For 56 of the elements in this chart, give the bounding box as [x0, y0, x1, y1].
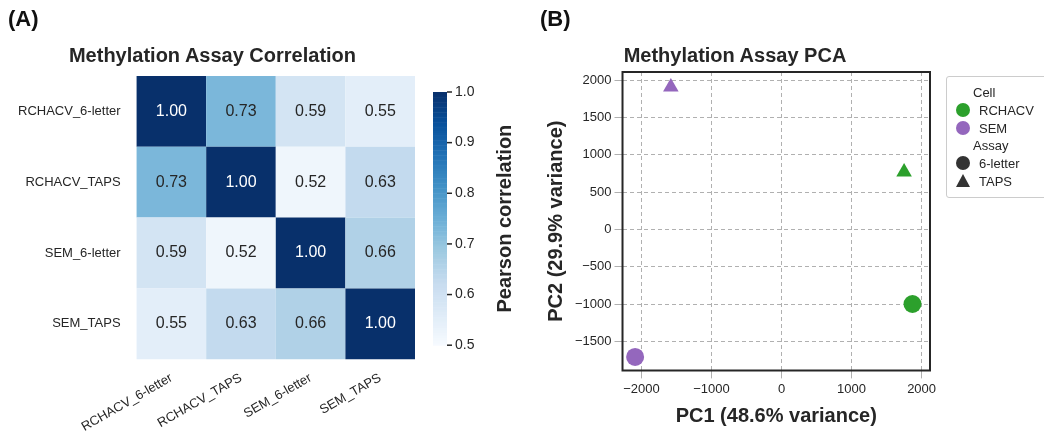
y-axis-title: PC2 (29.9% variance) [543, 120, 566, 322]
y-tick-label: SEM_TAPS [52, 315, 121, 331]
legend-label: 6-letter [979, 155, 1020, 171]
color-bar-label: 1.0 [455, 82, 475, 99]
y-tick-label: 500 [589, 183, 612, 199]
x-tick-label: 2000 [907, 380, 937, 396]
data-label: 0.55 [364, 101, 396, 119]
y-tick-label: 2000 [582, 71, 612, 87]
text: (B) [540, 6, 571, 32]
data-label: 0.63 [225, 314, 257, 332]
color-bar-label: 0.5 [455, 336, 475, 353]
y-tick-label: −500 [582, 258, 612, 274]
data-label: 1.00 [295, 243, 327, 261]
data-label: 1.00 [225, 172, 257, 190]
y-tick-label: RCHACV_TAPS [25, 173, 121, 189]
data-label: 0.73 [225, 101, 257, 119]
data-label: 0.59 [155, 243, 188, 261]
color-bar-label: 0.8 [455, 184, 475, 201]
x-tick-label: 1000 [837, 380, 867, 396]
text: Assay [973, 138, 1009, 153]
legend-label: TAPS [979, 173, 1012, 189]
text: (A) [8, 6, 39, 32]
data-label: 0.73 [155, 172, 188, 190]
y-tick-label: 1000 [582, 146, 612, 162]
data-label: 0.66 [295, 314, 327, 332]
y-tick-label: 1500 [582, 109, 612, 125]
text: Cell [973, 85, 996, 100]
y-tick-label: RCHACV_6-letter [17, 102, 122, 118]
point [903, 295, 922, 314]
data-label: 0.52 [225, 243, 257, 261]
data-label: 0.52 [295, 172, 327, 190]
color-bar-label: 0.6 [455, 285, 475, 302]
chart-title: Methylation Assay PCA [623, 43, 847, 66]
data-label: 0.59 [295, 101, 327, 119]
data-label: 0.63 [364, 172, 396, 190]
color-bar-label: 0.9 [455, 133, 475, 150]
data-label: 0.55 [155, 314, 188, 332]
y-tick-label: −1500 [575, 332, 612, 348]
point [663, 77, 679, 92]
x-tick-label: −2000 [623, 380, 660, 396]
y-tick-label: SEM_6-letter [44, 244, 122, 260]
legend-label: RCHACV [979, 102, 1034, 118]
x-axis-title: PC1 (48.6% variance) [675, 403, 877, 426]
y-tick-label: 0 [604, 220, 612, 236]
color-bar-title: Pearson correlation [492, 124, 515, 313]
point [896, 162, 912, 177]
data-label: 1.00 [155, 101, 188, 119]
color-bar-label: 0.7 [455, 234, 475, 251]
legend-label: SEM [979, 120, 1008, 136]
y-tick-label: −1000 [575, 295, 612, 311]
chart-title: Methylation Assay Correlation [68, 43, 357, 66]
x-tick-label: −1000 [693, 380, 730, 396]
x-tick-label: 0 [777, 380, 786, 396]
point [626, 347, 645, 366]
data-label: 0.66 [364, 243, 396, 261]
data-label: 1.00 [364, 314, 396, 332]
